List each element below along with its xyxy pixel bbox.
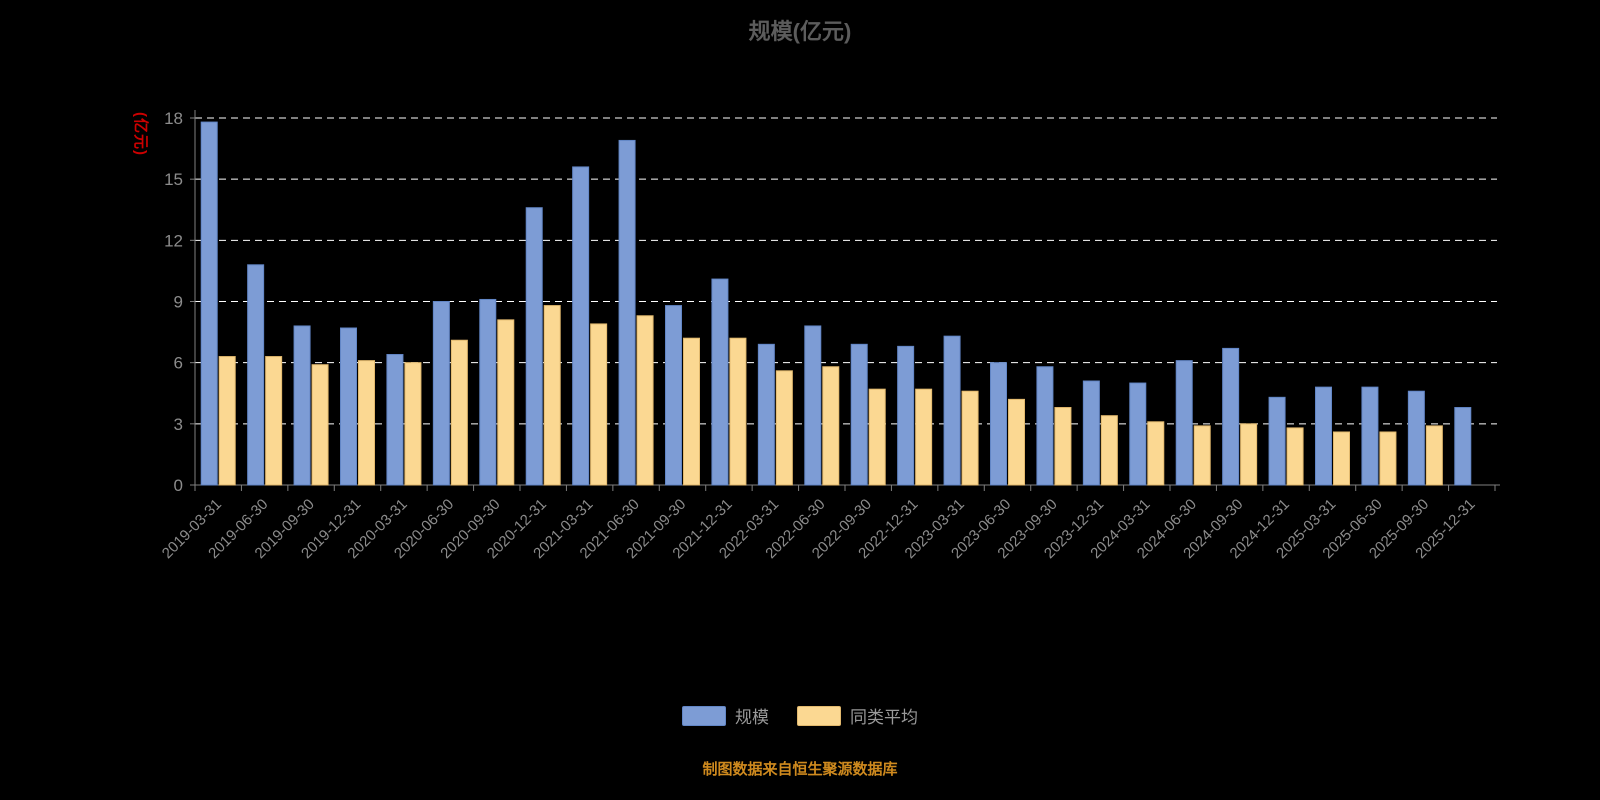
- legend-label-scale: 规模: [735, 708, 769, 727]
- bar-average: [1100, 415, 1118, 486]
- bar-average: [1008, 398, 1025, 486]
- legend-item-scale[interactable]: 规模: [682, 703, 769, 728]
- y-tick-label: 15: [164, 170, 183, 189]
- bar-average: [404, 362, 422, 486]
- bar-scale: [757, 343, 775, 486]
- bar-average: [1054, 407, 1072, 486]
- bar-scale: [804, 325, 822, 486]
- bar-average: [868, 388, 886, 486]
- bar-average: [543, 305, 561, 486]
- bar-scale: [665, 305, 682, 486]
- chart-title: 规模(亿元): [748, 19, 852, 44]
- bar-average: [636, 315, 654, 486]
- bar-average: [1193, 425, 1211, 486]
- bar-average: [1147, 421, 1165, 486]
- bar-scale: [1082, 380, 1100, 486]
- bar-average: [822, 366, 840, 486]
- bar-average: [358, 360, 375, 486]
- y-tick-label: 6: [174, 354, 183, 373]
- bar-average: [915, 388, 933, 486]
- bar-average: [1379, 431, 1397, 486]
- bar-scale: [1175, 360, 1193, 486]
- bar-scale: [618, 139, 636, 486]
- bar-average: [311, 364, 329, 486]
- bar-scale: [479, 298, 497, 486]
- bar-scale: [1129, 382, 1147, 486]
- bar-scale: [386, 354, 404, 486]
- bar-scale: [1454, 407, 1472, 486]
- bar-scale: [1222, 347, 1240, 486]
- bar-scale: [711, 278, 729, 486]
- y-tick-label: 12: [164, 231, 183, 250]
- bar-average: [265, 356, 283, 486]
- bar-average: [961, 390, 979, 486]
- bar-scale: [432, 301, 450, 486]
- bar-scale: [897, 345, 915, 486]
- bar-scale: [1315, 386, 1332, 486]
- bar-scale: [1407, 390, 1425, 486]
- legend: 规模 同类平均: [0, 703, 1600, 728]
- bar-average: [1240, 423, 1258, 486]
- bar-average: [1286, 427, 1304, 486]
- bar-scale: [1036, 366, 1054, 486]
- bar-average: [590, 323, 608, 486]
- bar-scale: [1361, 386, 1379, 486]
- bar-scale: [1268, 396, 1286, 486]
- legend-item-average[interactable]: 同类平均: [797, 703, 918, 728]
- bar-scale: [340, 327, 357, 486]
- bar-scale: [572, 166, 590, 486]
- bar-scale: [293, 325, 311, 486]
- bar-average: [497, 319, 515, 486]
- bar-scale: [943, 335, 961, 486]
- bar-scale: [990, 362, 1007, 486]
- data-source-note: 制图数据来自恒生聚源数据库: [702, 761, 898, 778]
- bar-scale: [247, 264, 265, 486]
- legend-label-average: 同类平均: [850, 708, 918, 727]
- bar-scale: [525, 207, 543, 486]
- bar-average: [729, 337, 747, 486]
- bar-average: [1333, 431, 1350, 486]
- bar-average: [450, 339, 468, 486]
- bar-average: [683, 337, 700, 486]
- y-tick-label: 0: [174, 476, 183, 495]
- legend-swatch-average: [797, 705, 841, 726]
- bar-average: [775, 370, 793, 486]
- bar-scale: [850, 343, 868, 486]
- legend-swatch-scale: [682, 705, 726, 726]
- y-tick-label: 3: [174, 415, 183, 434]
- bar-average: [218, 356, 236, 486]
- bar-scale: [200, 121, 218, 486]
- y-tick-label: 18: [164, 109, 183, 128]
- bar-average: [1425, 425, 1443, 486]
- y-tick-label: 9: [174, 293, 183, 312]
